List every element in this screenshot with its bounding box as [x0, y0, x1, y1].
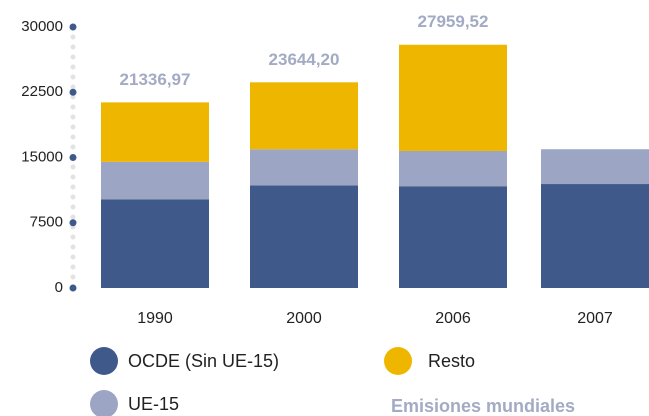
bar-segment	[399, 150, 507, 187]
x-tick-label: 1990	[137, 310, 173, 327]
legend-label: UE-15	[128, 394, 179, 414]
y-tick	[69, 219, 77, 227]
y-tick	[69, 88, 77, 96]
bar-segment	[250, 149, 358, 186]
y-tick-label: 30000	[21, 18, 63, 35]
bar-segment	[101, 102, 209, 162]
bar-segment	[399, 44, 507, 151]
bar-segment	[250, 82, 358, 150]
y-tick	[69, 154, 77, 161]
legend-label: Emisiones mundiales	[391, 396, 575, 416]
total-label: 27959,52	[418, 12, 489, 31]
legend-label: Resto	[428, 351, 475, 371]
y-tick	[69, 23, 77, 31]
x-tick-label: 2006	[435, 310, 471, 327]
bar-segment	[541, 149, 649, 185]
total-label: 23644,20	[269, 50, 340, 69]
y-tick-label: 7500	[30, 214, 63, 231]
x-tick-label: 2007	[577, 310, 613, 327]
bar-segment	[250, 185, 358, 288]
bar-segment	[101, 199, 209, 288]
bar-segment	[541, 184, 649, 288]
bar-segment	[399, 186, 507, 288]
y-tick-label: 22500	[21, 83, 63, 100]
legend-swatch	[90, 390, 118, 416]
y-tick	[69, 284, 77, 292]
y-tick-label: 0	[55, 279, 63, 296]
legend-label: OCDE (Sin UE-15)	[128, 351, 279, 371]
legend-swatch	[90, 347, 118, 375]
y-tick-label: 15000	[21, 148, 63, 165]
bar-segment	[101, 161, 209, 200]
total-label: 21336,97	[120, 70, 191, 89]
legend-swatch	[384, 347, 412, 375]
x-tick-label: 2000	[286, 310, 322, 327]
